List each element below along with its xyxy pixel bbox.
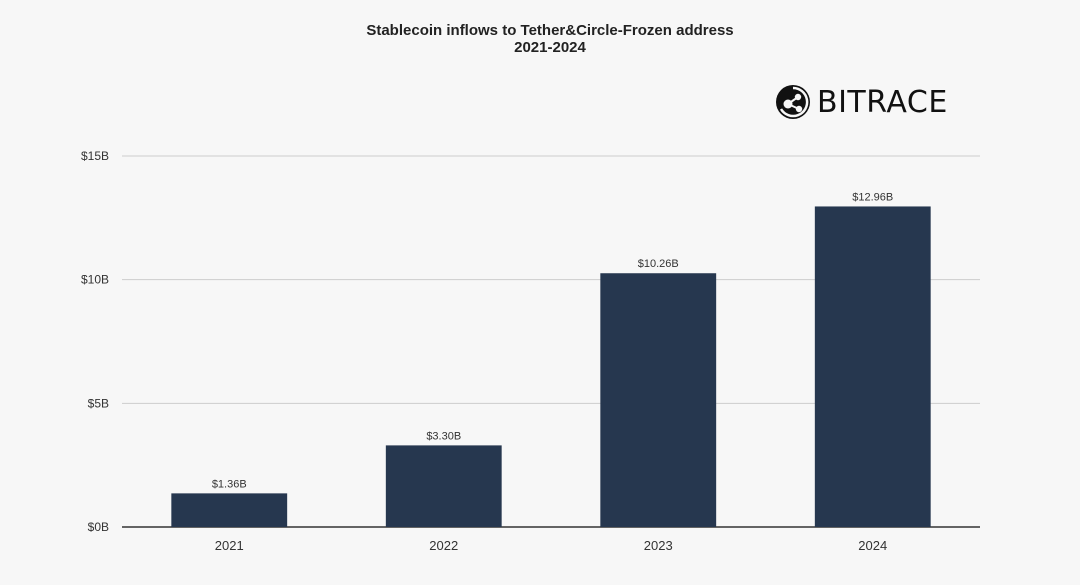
y-tick-label: $15B [81, 149, 109, 163]
y-tick-label: $5B [88, 396, 109, 410]
bar-2023 [600, 273, 717, 527]
x-tick-label: 2024 [858, 538, 887, 553]
x-tick-label: 2022 [429, 538, 458, 553]
y-tick-label: $10B [81, 273, 109, 287]
bar-value-label: $1.36B [212, 478, 247, 490]
bar-2021 [171, 493, 288, 527]
bar-value-label: $10.26B [638, 258, 679, 270]
chart-title-line2: 2021-2024 [514, 39, 586, 56]
bitrace-logo: BITRACE [775, 84, 948, 120]
bar-layer [171, 206, 931, 527]
bitrace-logo-icon [776, 85, 810, 119]
label-layer: $0B $5B $10B $15B $1.36B 2021 $3.30B 2022 $10.26… [81, 149, 893, 553]
chart-title: Stablecoin inflows to Tether&Circle-Froz… [0, 22, 1080, 56]
bitrace-logo-text: BITRACE [817, 84, 948, 120]
bar-value-label: $3.30B [426, 430, 461, 442]
y-tick-label: $0B [88, 520, 109, 534]
bar-2022 [385, 445, 502, 527]
bar-2024 [814, 206, 931, 527]
x-tick-label: 2023 [644, 538, 673, 553]
bar-value-label: $12.96B [852, 191, 893, 203]
chart-title-line1: Stablecoin inflows to Tether&Circle-Froz… [366, 22, 734, 39]
x-tick-label: 2021 [215, 538, 244, 553]
